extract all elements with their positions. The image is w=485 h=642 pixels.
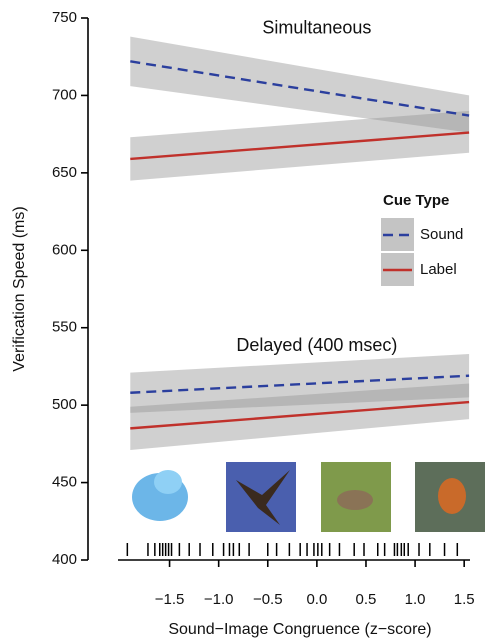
line — [130, 60, 470, 117]
x-tick-label: −0.5 — [253, 591, 283, 608]
line — [130, 400, 470, 430]
line — [130, 374, 470, 394]
x-tick-label: −1.0 — [204, 591, 234, 608]
line — [130, 131, 470, 161]
y-tick-label: 650 — [52, 164, 77, 181]
panel-title: Simultaneous — [262, 18, 371, 38]
bands — [130, 36, 470, 451]
bird-picture — [337, 490, 373, 510]
y-axis-title: Verification Speed (ms) — [11, 206, 28, 371]
x-tick-label: 0.5 — [356, 591, 377, 608]
y-tick-label: 500 — [52, 396, 77, 413]
legend-title: Cue Type — [383, 192, 449, 209]
pictures — [132, 462, 485, 532]
bird-picture — [154, 470, 182, 494]
y-tick-label: 600 — [52, 241, 77, 258]
y-tick-label: 700 — [52, 86, 77, 103]
x-axis-title: Sound−Image Congruence (z−score) — [168, 621, 431, 638]
x-tick-label: −1.5 — [155, 591, 185, 608]
bird-picture — [236, 470, 290, 525]
x-tick-label: 0.0 — [306, 591, 327, 608]
y-tick-label: 450 — [52, 474, 77, 491]
panel-title: Delayed (400 msec) — [236, 335, 397, 355]
y-tick-label: 550 — [52, 319, 77, 336]
x-tick-label: 1.5 — [454, 591, 475, 608]
confidence-band — [130, 383, 470, 451]
y-tick-label: 400 — [52, 551, 77, 568]
x-tick-label: 1.0 — [405, 591, 426, 608]
y-tick-label: 750 — [52, 9, 77, 26]
legend-label: Sound — [420, 226, 463, 243]
legend-label: Label — [420, 261, 457, 278]
bird-picture — [438, 478, 466, 514]
confidence-band — [130, 36, 470, 133]
legend: Cue Type Sound Label — [381, 192, 463, 286]
